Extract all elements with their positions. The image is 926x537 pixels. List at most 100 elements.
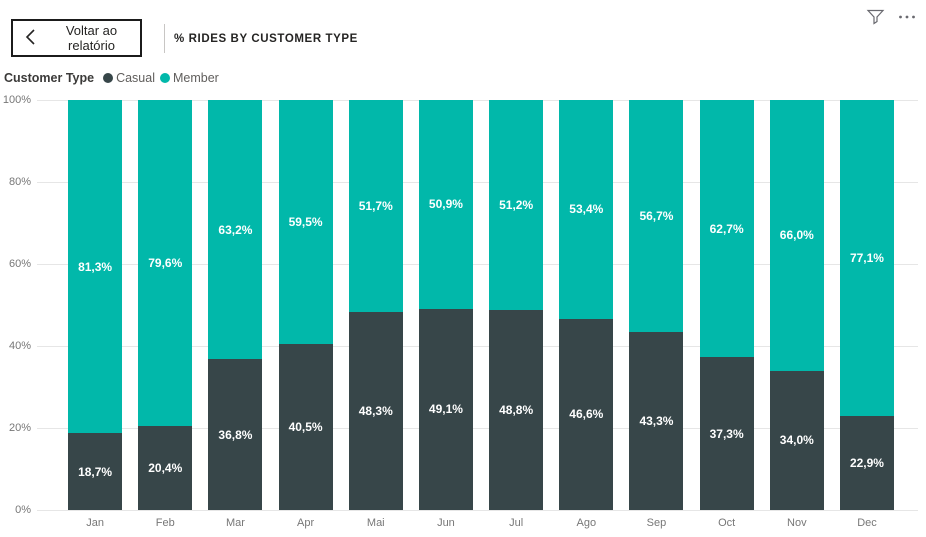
data-label: 49,1% (428, 402, 463, 417)
bar-segment-member[interactable]: 79,6% (138, 100, 193, 427)
x-axis-label: Jul (509, 517, 524, 529)
bar-segment-member[interactable]: 59,5% (278, 100, 333, 344)
data-label: 48,3% (358, 403, 393, 418)
stacked-bar: 59,5% 40,5% (278, 100, 333, 510)
stacked-bar: 56,7% 43,3% (629, 100, 684, 510)
data-label: 36,8% (218, 427, 253, 442)
bar-column: 81,3% 18,7% Jan (60, 100, 130, 529)
legend-item-member[interactable]: Member (160, 71, 219, 85)
bar-column: 53,4% 46,6% Ago (551, 100, 621, 529)
stacked-bar: 81,3% 18,7% (68, 100, 123, 510)
x-axis-label: Oct (718, 517, 736, 529)
data-label: 62,7% (709, 221, 744, 236)
bar-column: 59,5% 40,5% Apr (271, 100, 341, 529)
bar-column: 56,7% 43,3% Sep (621, 100, 691, 529)
data-label: 56,7% (639, 209, 674, 224)
bar-segment-casual[interactable]: 49,1% (418, 308, 473, 510)
bar-column: 77,1% 22,9% Dec (832, 100, 902, 529)
bar-segment-casual[interactable]: 18,7% (68, 433, 123, 510)
data-label: 81,3% (78, 259, 113, 274)
header-actions (864, 5, 918, 28)
bar-column: 63,2% 36,8% Mar (200, 100, 270, 529)
data-label: 22,9% (849, 456, 884, 471)
data-label: 46,6% (569, 407, 604, 422)
data-label: 59,5% (288, 214, 323, 229)
y-axis-tick-label: 20% (8, 422, 31, 434)
stacked-bar: 51,7% 48,3% (348, 100, 403, 510)
page-title: % RIDES BY CUSTOMER TYPE (174, 33, 358, 45)
bar-segment-member[interactable]: 53,4% (559, 100, 614, 319)
ellipsis-icon[interactable] (896, 12, 918, 22)
y-axis-tick-label: 60% (8, 258, 31, 270)
back-to-report-label: Voltar ao relatório (65, 23, 118, 53)
bar-column: 51,2% 48,8% Jul (481, 100, 551, 529)
bar-segment-member[interactable]: 62,7% (699, 100, 754, 358)
bar-segment-member[interactable]: 81,3% (68, 100, 123, 434)
stacked-bar: 66,0% 34,0% (769, 100, 824, 510)
x-axis-label: Apr (297, 517, 315, 529)
bar-segment-casual[interactable]: 37,3% (699, 357, 754, 510)
bar-segment-casual[interactable]: 40,5% (278, 343, 333, 510)
x-axis-label: Feb (155, 517, 175, 529)
data-label: 40,5% (288, 419, 323, 434)
data-label: 79,6% (148, 256, 183, 271)
data-label: 34,0% (779, 433, 814, 448)
bar-column: 66,0% 34,0% Nov (762, 100, 832, 529)
data-label: 63,2% (218, 222, 253, 237)
filter-icon[interactable] (864, 5, 887, 28)
x-axis-label: Mai (366, 517, 385, 529)
back-to-report-button[interactable]: Voltar ao relatório (11, 19, 142, 57)
stacked-bar: 53,4% 46,6% (559, 100, 614, 510)
bar-segment-casual[interactable]: 34,0% (769, 370, 824, 510)
x-axis-label: Dec (857, 517, 877, 529)
bar-column: 51,7% 48,3% Mai (341, 100, 411, 529)
bar-column: 79,6% 20,4% Feb (130, 100, 200, 529)
bar-segment-casual[interactable]: 43,3% (629, 332, 684, 510)
bar-segment-casual[interactable]: 46,6% (559, 318, 614, 510)
chevron-left-icon (25, 28, 36, 49)
y-axis: 0% 20% 40% 60% 80% 100% (0, 94, 31, 516)
bar-column: 50,9% 49,1% Jun (411, 100, 481, 529)
casual-swatch-icon (103, 73, 114, 83)
bar-segment-casual[interactable]: 48,3% (348, 311, 403, 510)
data-label: 66,0% (779, 228, 814, 243)
x-axis-label: Sep (646, 517, 667, 529)
data-label: 50,9% (428, 197, 463, 212)
legend-label-member: Member (173, 71, 219, 85)
bar-segment-member[interactable]: 51,7% (348, 100, 403, 312)
data-label: 77,1% (849, 251, 884, 266)
x-axis-label: Ago (576, 517, 597, 529)
stacked-bar: 50,9% 49,1% (418, 100, 473, 510)
data-label: 43,3% (639, 414, 674, 429)
gridline (37, 510, 918, 511)
header-divider (164, 24, 165, 53)
bar-segment-member[interactable]: 66,0% (769, 100, 824, 371)
x-axis-label: Jun (437, 517, 455, 529)
stacked-bar: 63,2% 36,8% (208, 100, 263, 510)
legend: Customer Type Casual Member (4, 69, 224, 87)
legend-label-casual: Casual (116, 71, 155, 85)
bar-segment-member[interactable]: 51,2% (489, 100, 544, 310)
data-label: 18,7% (78, 464, 113, 479)
bar-segment-casual[interactable]: 48,8% (489, 309, 544, 510)
data-label: 48,8% (499, 402, 534, 417)
bar-segment-casual[interactable]: 36,8% (208, 359, 263, 510)
data-label: 37,3% (709, 426, 744, 441)
x-axis-label: Mar (225, 517, 245, 529)
bar-segment-member[interactable]: 63,2% (208, 100, 263, 360)
bar-segment-casual[interactable]: 20,4% (138, 426, 193, 510)
stacked-bar-chart: 81,3% 18,7% Jan 79,6% 20,4% Feb 63,2% 36,8% Mar 5… (60, 100, 902, 529)
y-axis-tick-label: 100% (2, 94, 31, 106)
legend-item-casual[interactable]: Casual (103, 71, 155, 85)
bar-segment-casual[interactable]: 22,9% (839, 416, 894, 510)
member-swatch-icon (160, 73, 170, 83)
data-label: 51,2% (499, 197, 534, 212)
data-label: 20,4% (148, 461, 183, 476)
bar-segment-member[interactable]: 50,9% (418, 100, 473, 309)
bar-segment-member[interactable]: 56,7% (629, 100, 684, 333)
x-axis-label: Nov (787, 517, 807, 529)
stacked-bar: 79,6% 20,4% (138, 100, 193, 510)
stacked-bar: 51,2% 48,8% (489, 100, 544, 510)
bar-segment-member[interactable]: 77,1% (839, 100, 894, 417)
y-axis-tick-label: 40% (8, 340, 31, 352)
